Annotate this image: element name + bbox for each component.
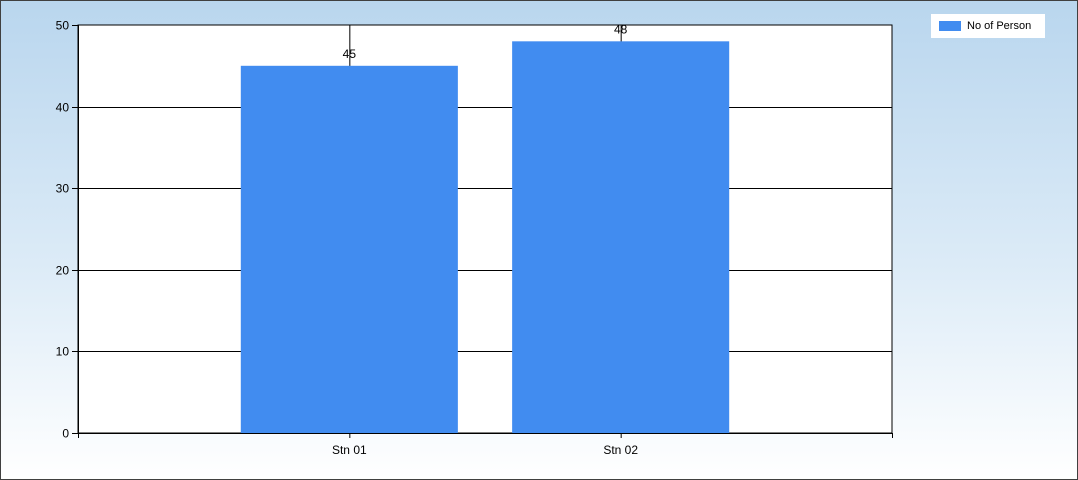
plot-area bbox=[77, 24, 893, 434]
x-tick-label-0: Stn 01 bbox=[332, 443, 367, 457]
legend-label-no-of-person: No of Person bbox=[967, 20, 1032, 32]
axes bbox=[72, 25, 893, 438]
data-label-1: 48 bbox=[614, 22, 628, 36]
legend: No of Person bbox=[931, 14, 1045, 38]
bar-stn-02 bbox=[512, 41, 730, 433]
y-tick-label-50: 50 bbox=[56, 19, 70, 33]
data-label-0: 45 bbox=[343, 47, 357, 61]
legend-swatch-no-of-person bbox=[939, 21, 961, 31]
x-tick-label-1: Stn 02 bbox=[603, 443, 638, 457]
y-tick-label-0: 0 bbox=[62, 427, 69, 441]
bars bbox=[240, 41, 730, 434]
y-tick-label-20: 20 bbox=[56, 264, 70, 278]
y-tick-label-40: 40 bbox=[56, 101, 70, 115]
labels: 0 10 20 30 40 50 45 Stn 01 48 Stn 02 bbox=[56, 19, 639, 458]
y-tick-label-10: 10 bbox=[56, 345, 70, 359]
y-tick-label-30: 30 bbox=[56, 182, 70, 196]
bar-stn-01 bbox=[240, 65, 458, 434]
